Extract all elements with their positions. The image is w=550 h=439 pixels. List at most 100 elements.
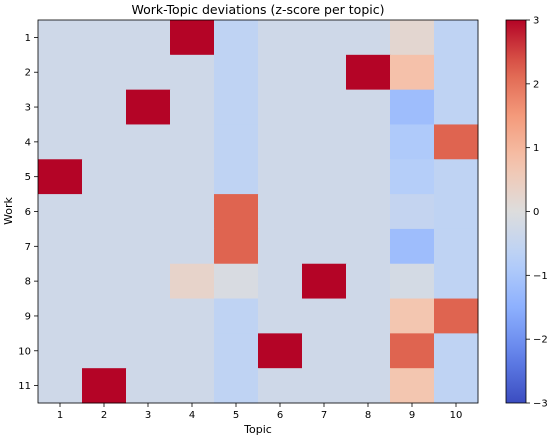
colorbar <box>505 19 527 404</box>
heatmap-cell <box>214 263 259 300</box>
chart-title: Work-Topic deviations (z-score per topic… <box>132 2 385 17</box>
heatmap-cell <box>38 333 83 369</box>
heatmap-cell <box>258 194 303 230</box>
heatmap-cell <box>214 20 259 56</box>
heatmap-cell <box>214 228 259 265</box>
y-tick-label: 5 <box>25 172 31 183</box>
heatmap-cell <box>214 54 259 91</box>
x-tick-label: 6 <box>277 410 283 421</box>
heatmap-cell <box>82 159 127 195</box>
heatmap-cell <box>390 159 435 195</box>
heatmap-cell <box>258 54 303 91</box>
heatmap-cell <box>38 159 83 195</box>
heatmap-cell <box>258 20 303 56</box>
heatmap-cell <box>214 368 259 404</box>
heatmap-cell <box>170 89 215 125</box>
heatmap-cell <box>38 263 83 300</box>
heatmap-cell <box>258 333 303 369</box>
heatmap-cell <box>38 20 83 56</box>
heatmap-cell <box>434 368 479 404</box>
heatmap-cell <box>258 159 303 195</box>
heatmap-cell <box>434 89 479 125</box>
heatmap-cell <box>346 194 391 230</box>
x-tick-label: 1 <box>57 410 63 421</box>
heatmap-cell <box>390 263 435 300</box>
heatmap-cell <box>170 333 215 369</box>
heatmap-cell <box>126 194 171 230</box>
heatmap-cell <box>170 124 215 160</box>
heatmap-cell <box>434 333 479 369</box>
heatmap-cell <box>346 368 391 404</box>
colorbar-tick-label: −3 <box>533 399 548 410</box>
x-tick-label: 8 <box>365 410 371 421</box>
heatmap-cell <box>82 298 127 334</box>
heatmap-cell <box>302 263 347 300</box>
heatmap-cell <box>390 298 435 334</box>
heatmap-cell <box>302 228 347 265</box>
colorbar-ticks: 3 2 1 0 −1 −2 −3 <box>526 16 548 410</box>
heatmap-cell <box>38 124 83 160</box>
heatmap-cell <box>82 89 127 125</box>
heatmap-cell <box>434 54 479 91</box>
colorbar-tick-label: −1 <box>533 271 548 282</box>
colorbar-tick-label: 2 <box>533 79 539 90</box>
heatmap-cell <box>390 194 435 230</box>
heatmap-cell <box>126 89 171 125</box>
colorbar-tick-label: 0 <box>533 207 539 218</box>
heatmap-cell <box>390 368 435 404</box>
heatmap-cell <box>170 194 215 230</box>
heatmap-cell <box>214 333 259 369</box>
heatmap-cell <box>302 194 347 230</box>
heatmap-cell <box>126 333 171 369</box>
heatmap-cell <box>126 124 171 160</box>
x-tick-label: 5 <box>233 410 239 421</box>
heatmap-cell <box>434 298 479 334</box>
heatmap-cells <box>38 20 479 404</box>
heatmap-cell <box>390 124 435 160</box>
y-tick-label: 8 <box>25 277 31 288</box>
heatmap-cell <box>82 54 127 91</box>
heatmap-cell <box>38 298 83 334</box>
y-tick-label: 6 <box>25 207 31 218</box>
heatmap-cell <box>82 368 127 404</box>
heatmap-cell <box>82 333 127 369</box>
heatmap-cell <box>346 89 391 125</box>
colorbar-tick-label: −2 <box>533 335 548 346</box>
heatmap-cell <box>258 298 303 334</box>
heatmap-cell <box>346 54 391 91</box>
x-tick-label: 2 <box>101 410 107 421</box>
heatmap-cell <box>214 124 259 160</box>
y-tick-label: 10 <box>18 346 31 357</box>
heatmap-cell <box>214 298 259 334</box>
heatmap-cell <box>258 368 303 404</box>
heatmap-cell <box>258 89 303 125</box>
y-axis-label: Work <box>2 196 15 224</box>
y-tick-label: 2 <box>25 68 31 79</box>
heatmap-cell <box>390 89 435 125</box>
heatmap-cell <box>170 263 215 300</box>
heatmap-cell <box>38 89 83 125</box>
heatmap-cell <box>302 20 347 56</box>
heatmap-cell <box>434 263 479 300</box>
heatmap-cell <box>346 124 391 160</box>
heatmap-cell <box>258 263 303 300</box>
heatmap-cell <box>170 368 215 404</box>
x-tick-label: 10 <box>450 410 463 421</box>
heatmap-cell <box>434 124 479 160</box>
x-axis-ticks: 1 2 3 4 5 6 7 8 9 10 <box>57 403 463 421</box>
heatmap-cell <box>214 89 259 125</box>
heatmap-cell <box>38 54 83 91</box>
heatmap-cell <box>302 124 347 160</box>
heatmap-cell <box>302 333 347 369</box>
heatmap-cell <box>126 228 171 265</box>
heatmap-cell <box>82 194 127 230</box>
y-tick-label: 7 <box>25 242 31 253</box>
y-tick-label: 3 <box>25 103 31 114</box>
heatmap-cell <box>126 159 171 195</box>
heatmap-cell <box>434 194 479 230</box>
heatmap-cell <box>346 263 391 300</box>
heatmap-cell <box>170 20 215 56</box>
heatmap-cell <box>302 298 347 334</box>
heatmap-cell <box>214 159 259 195</box>
